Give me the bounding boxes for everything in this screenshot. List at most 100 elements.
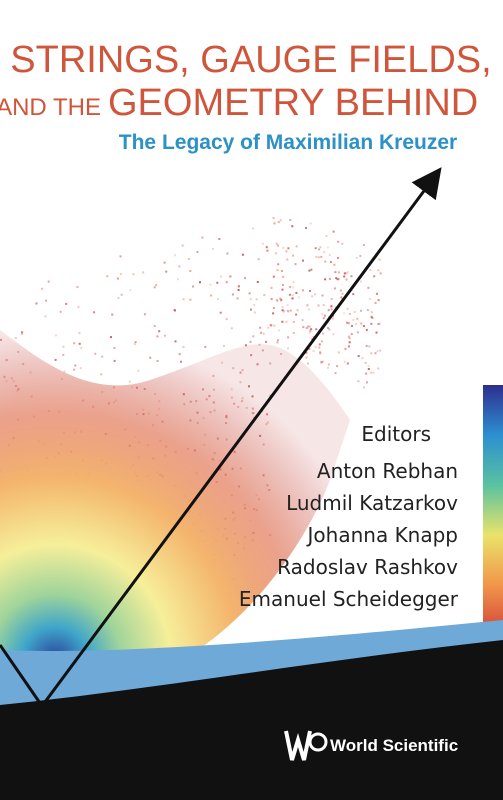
scatter-dot <box>348 337 351 340</box>
scatter-dot <box>332 317 335 320</box>
scatter-dot <box>220 275 223 278</box>
scatter-dot <box>375 331 378 334</box>
scatter-dot <box>363 386 366 389</box>
scatter-dot <box>305 351 308 354</box>
scatter-dot <box>199 281 201 284</box>
scatter-dot <box>272 312 275 315</box>
scatter-dot <box>319 352 322 355</box>
scatter-dot <box>120 293 123 296</box>
scatter-dot <box>352 318 355 321</box>
scatter-dot <box>119 255 122 258</box>
scatter-dot <box>367 365 370 368</box>
scatter-dot <box>231 293 234 296</box>
scatter-dot <box>377 323 380 325</box>
scatter-dot <box>209 283 212 286</box>
scatter-dot <box>308 325 311 328</box>
scatter-dot <box>320 340 323 343</box>
scatter-dot <box>314 345 317 348</box>
scatter-dot <box>181 244 184 247</box>
scatter-dot <box>365 372 368 375</box>
scatter-dot <box>335 277 338 280</box>
scatter-dot <box>281 309 284 312</box>
scatter-dot <box>301 319 304 322</box>
scatter-dot <box>324 278 327 281</box>
scatter-dot <box>225 281 228 284</box>
scatter-dot <box>366 381 368 384</box>
scatter-dot <box>265 340 268 343</box>
scatter-dot <box>327 309 330 312</box>
scatter-dot <box>330 261 332 264</box>
scatter-dot <box>269 324 272 327</box>
scatter-dot <box>346 362 349 365</box>
scatter-dot <box>317 304 320 307</box>
scatter-dot <box>281 270 283 272</box>
scatter-dot <box>279 297 282 300</box>
scatter-dot <box>282 275 285 278</box>
title-line: STRINGS, GAUGE FIELDS, <box>10 39 491 81</box>
scatter-dot <box>314 247 317 250</box>
scatter-dot <box>282 246 285 249</box>
scatter-dot <box>308 269 311 272</box>
scatter-dot <box>311 295 314 298</box>
scatter-dot <box>54 358 57 361</box>
scatter-dot <box>370 322 373 325</box>
scatter-dot <box>302 259 304 262</box>
scatter-dot <box>257 258 260 261</box>
scatter-dot <box>297 296 300 299</box>
scatter-dot <box>219 311 222 314</box>
scatter-dot <box>133 343 136 346</box>
subtitle: The Legacy of Maximilian Kreuzer <box>119 131 457 154</box>
scatter-dot <box>330 298 333 300</box>
scatter-dot <box>260 331 262 334</box>
logo-mark <box>284 730 312 761</box>
scatter-dot <box>368 297 371 300</box>
scatter-dot <box>332 333 335 336</box>
editor-name: Emanuel Scheidegger <box>239 587 459 611</box>
scatter-dot <box>291 294 294 297</box>
scatter-dot <box>320 255 323 258</box>
scatter-dot <box>286 304 289 307</box>
scatter-dot <box>132 273 135 276</box>
scatter-dot <box>129 289 132 292</box>
scatter-dot <box>174 254 177 257</box>
scatter-dot <box>292 254 294 257</box>
scatter-dot <box>345 278 348 281</box>
scatter-dot <box>310 268 313 271</box>
scatter-dot <box>373 275 376 278</box>
scatter-dot <box>327 363 330 366</box>
scatter-dot <box>352 293 355 296</box>
scatter-dot <box>236 297 239 300</box>
scatter-dot <box>55 334 57 337</box>
scatter-dot <box>324 314 326 317</box>
scatter-dot <box>328 328 331 331</box>
scatter-dot <box>153 324 156 327</box>
scatter-dot <box>196 251 199 253</box>
scatter-dot <box>328 278 331 280</box>
scatter-dot <box>378 322 381 325</box>
scatter-dot <box>379 272 382 275</box>
scatter-dot <box>305 327 308 329</box>
scatter-dot <box>321 360 324 363</box>
scatter-dot <box>307 308 310 311</box>
scatter-dot <box>365 345 368 347</box>
scatter-dot <box>174 340 177 343</box>
scatter-dot <box>286 258 289 261</box>
scatter-dot <box>237 289 240 291</box>
scatter-dot <box>361 357 364 360</box>
scatter-dot <box>252 335 255 338</box>
scatter-dot <box>326 246 329 249</box>
scatter-dot <box>314 293 317 296</box>
scatter-dot <box>351 325 353 327</box>
scatter-dot <box>78 342 81 345</box>
scatter-dot <box>143 313 146 316</box>
heat-region <box>0 330 350 691</box>
scatter-dot <box>237 285 240 288</box>
scatter-dot <box>20 332 23 335</box>
scatter-dot <box>337 351 340 354</box>
scatter-dot <box>262 332 265 335</box>
scatter-dot <box>261 242 264 245</box>
scatter-dot <box>182 346 185 348</box>
scatter-dot <box>263 294 266 296</box>
scatter-dot <box>312 349 315 352</box>
